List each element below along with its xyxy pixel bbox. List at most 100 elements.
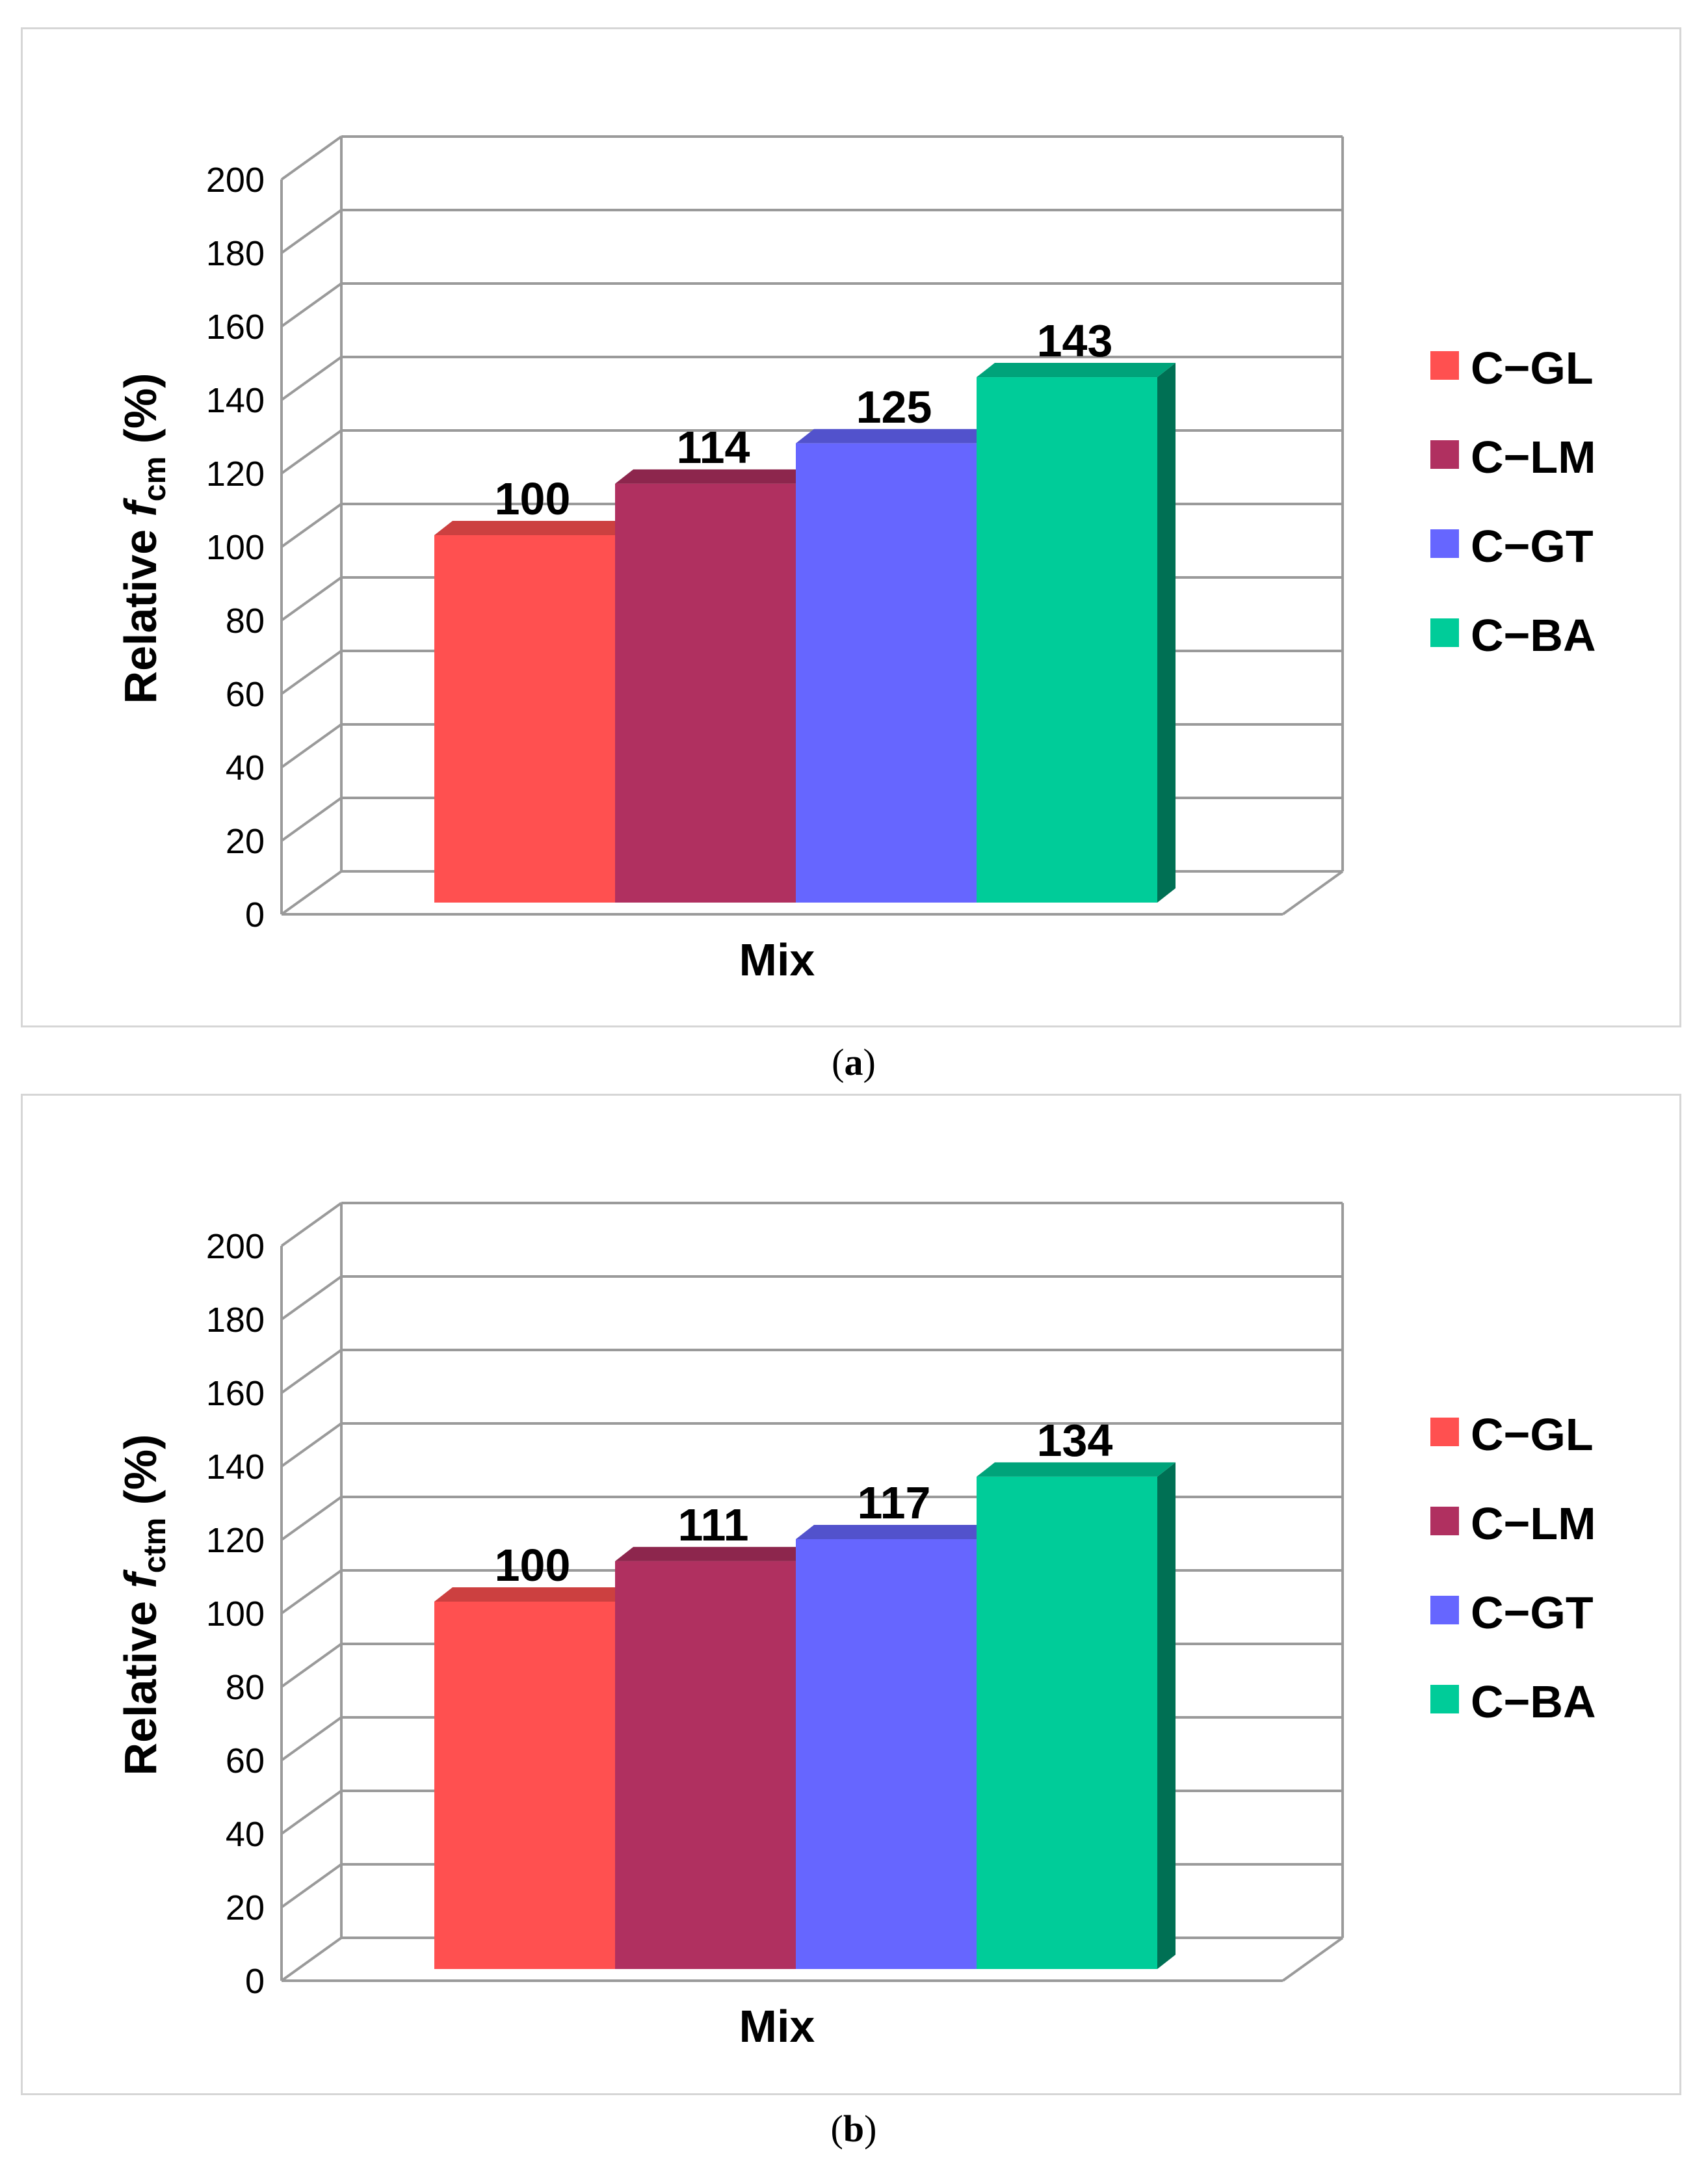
legend-label-cba: C−BA: [1471, 610, 1596, 661]
data-label-cgl: 100: [495, 1540, 571, 1591]
legend-swatch-clm: [1430, 440, 1459, 469]
side-gridline-80: [280, 1643, 343, 1688]
legend-swatch-clm: [1430, 1507, 1459, 1535]
side-gridline-140: [280, 1422, 343, 1468]
legend-swatch-cba: [1430, 618, 1459, 647]
legend-swatch-cba: [1430, 1685, 1459, 1713]
side-gridline-100: [280, 1569, 343, 1615]
y-tick-label: 200: [206, 161, 265, 200]
bar-clm: [615, 1546, 814, 1969]
side-gridline-100: [280, 503, 343, 548]
y-tick-label: 60: [226, 675, 265, 714]
bar-cba: [977, 363, 1176, 903]
legend-label-cgl: C−GL: [1471, 343, 1594, 393]
side-gridline-160: [280, 282, 343, 328]
bar-front-cba: [977, 1476, 1157, 1969]
bar-front-cgt: [796, 1539, 977, 1969]
legend-label-cgl: C−GL: [1471, 1409, 1594, 1460]
bar-front-cgt: [796, 443, 977, 903]
floor-right-edge: [1281, 870, 1344, 916]
caption-a: (a): [832, 1041, 876, 1083]
bar-front-cgl: [434, 535, 615, 903]
y-tick-label: 120: [206, 455, 265, 494]
y-tick-label: 100: [206, 1594, 265, 1633]
bar-top-cgt: [796, 429, 995, 443]
y-tick-label: 80: [226, 601, 265, 641]
y-axis-title-prefix: Relative: [115, 517, 166, 704]
legend: C−GL C−LM C−GT C−BA: [1430, 1409, 1596, 1727]
y-axis-title: Relative fctm (%): [115, 1434, 172, 1776]
bar-chart-b: 0 20 40 60 80 100 120 140 160 180 200 100 111 117 134 M…: [115, 1202, 1596, 2052]
bar-side-cba: [1157, 363, 1176, 903]
bar-top-cgl: [434, 1587, 633, 1602]
side-gridline-140: [280, 356, 343, 401]
bar-front-cba: [977, 377, 1157, 903]
side-gridline-20: [280, 797, 343, 842]
y-tick-label: 20: [226, 1888, 265, 1927]
caption-b: (b): [830, 2108, 877, 2150]
y-tick-label: 200: [206, 1227, 265, 1266]
legend: C−GL C−LM C−GT C−BA: [1430, 343, 1596, 661]
data-label-clm: 111: [677, 1500, 748, 1550]
bar-clm: [615, 469, 814, 903]
y-tick-label: 0: [245, 1962, 265, 2001]
side-gridline-40: [280, 1790, 343, 1835]
y-tick-label: 180: [206, 1301, 265, 1340]
bar-top-cba: [977, 363, 1176, 378]
side-gridline-120: [280, 1496, 343, 1541]
bar-chart-a: 0 20 40 60 80 100 120 140 160 180 200 100 114 125 143 M…: [115, 135, 1596, 985]
side-gridline-180: [280, 209, 343, 254]
bar-top-clm: [615, 469, 814, 484]
side-gridline-160: [280, 1349, 343, 1394]
legend-label-cba: C−BA: [1471, 1676, 1596, 1727]
y-tick-label: 140: [206, 1448, 265, 1487]
bar-front-clm: [615, 1561, 796, 1969]
bar-top-clm: [615, 1546, 814, 1561]
bar-front-clm: [615, 483, 796, 903]
side-gridline-200: [280, 135, 343, 181]
y-tick-label: 180: [206, 234, 265, 273]
side-gridline-60: [280, 650, 343, 695]
bar-top-cgl: [434, 521, 633, 535]
side-gridline-60: [280, 1716, 343, 1762]
y-axis-title-prefix: Relative: [115, 1589, 166, 1776]
y-axis-title-suffix: (%): [115, 1434, 166, 1518]
y-axis-title: Relative fcm (%): [115, 373, 172, 704]
floor-right-edge: [1281, 1937, 1344, 1982]
side-gridline-80: [280, 576, 343, 622]
side-gridline-0: [280, 870, 343, 916]
legend-label-cgt: C−GT: [1471, 1587, 1594, 1638]
legend-swatch-cgt: [1430, 1596, 1459, 1624]
bar-cgt: [796, 1524, 995, 1969]
y-axis-title-subscript: ctm: [138, 1518, 172, 1573]
chart-panel-a: 0 20 40 60 80 100 120 140 160 180 200 100 114 125 143 M…: [21, 27, 1681, 1027]
side-gridline-200: [280, 1202, 343, 1247]
bar-cgt: [796, 429, 995, 903]
chart-panel-b: 0 20 40 60 80 100 120 140 160 180 200 100 111 117 134 M…: [21, 1094, 1681, 2095]
side-gridline-0: [280, 1937, 343, 1982]
y-tick-label: 40: [226, 748, 265, 787]
data-label-cba: 134: [1037, 1415, 1113, 1466]
data-label-cgt: 125: [856, 382, 932, 432]
bar-cba: [977, 1462, 1176, 1969]
legend-label-cgt: C−GT: [1471, 521, 1594, 572]
y-tick-label: 0: [245, 895, 265, 934]
legend-swatch-cgt: [1430, 529, 1459, 558]
y-tick-label: 80: [226, 1668, 265, 1707]
side-gridline-20: [280, 1863, 343, 1909]
y-axis-title-suffix: (%): [115, 373, 166, 456]
bar-cgl: [434, 1587, 633, 1969]
data-label-clm: 114: [677, 422, 750, 473]
side-gridline-120: [280, 429, 343, 475]
bar-cgl: [434, 521, 633, 903]
bar-front-cgl: [434, 1602, 615, 1969]
y-tick-label: 60: [226, 1741, 265, 1780]
y-tick-label: 120: [206, 1521, 265, 1560]
y-tick-label: 160: [206, 308, 265, 347]
data-label-cgt: 117: [858, 1477, 931, 1528]
y-tick-label: 140: [206, 381, 265, 420]
bar-side-cba: [1157, 1462, 1176, 1969]
side-gridline-40: [280, 723, 343, 769]
legend-label-clm: C−LM: [1471, 432, 1596, 483]
side-gridline-180: [280, 1275, 343, 1321]
